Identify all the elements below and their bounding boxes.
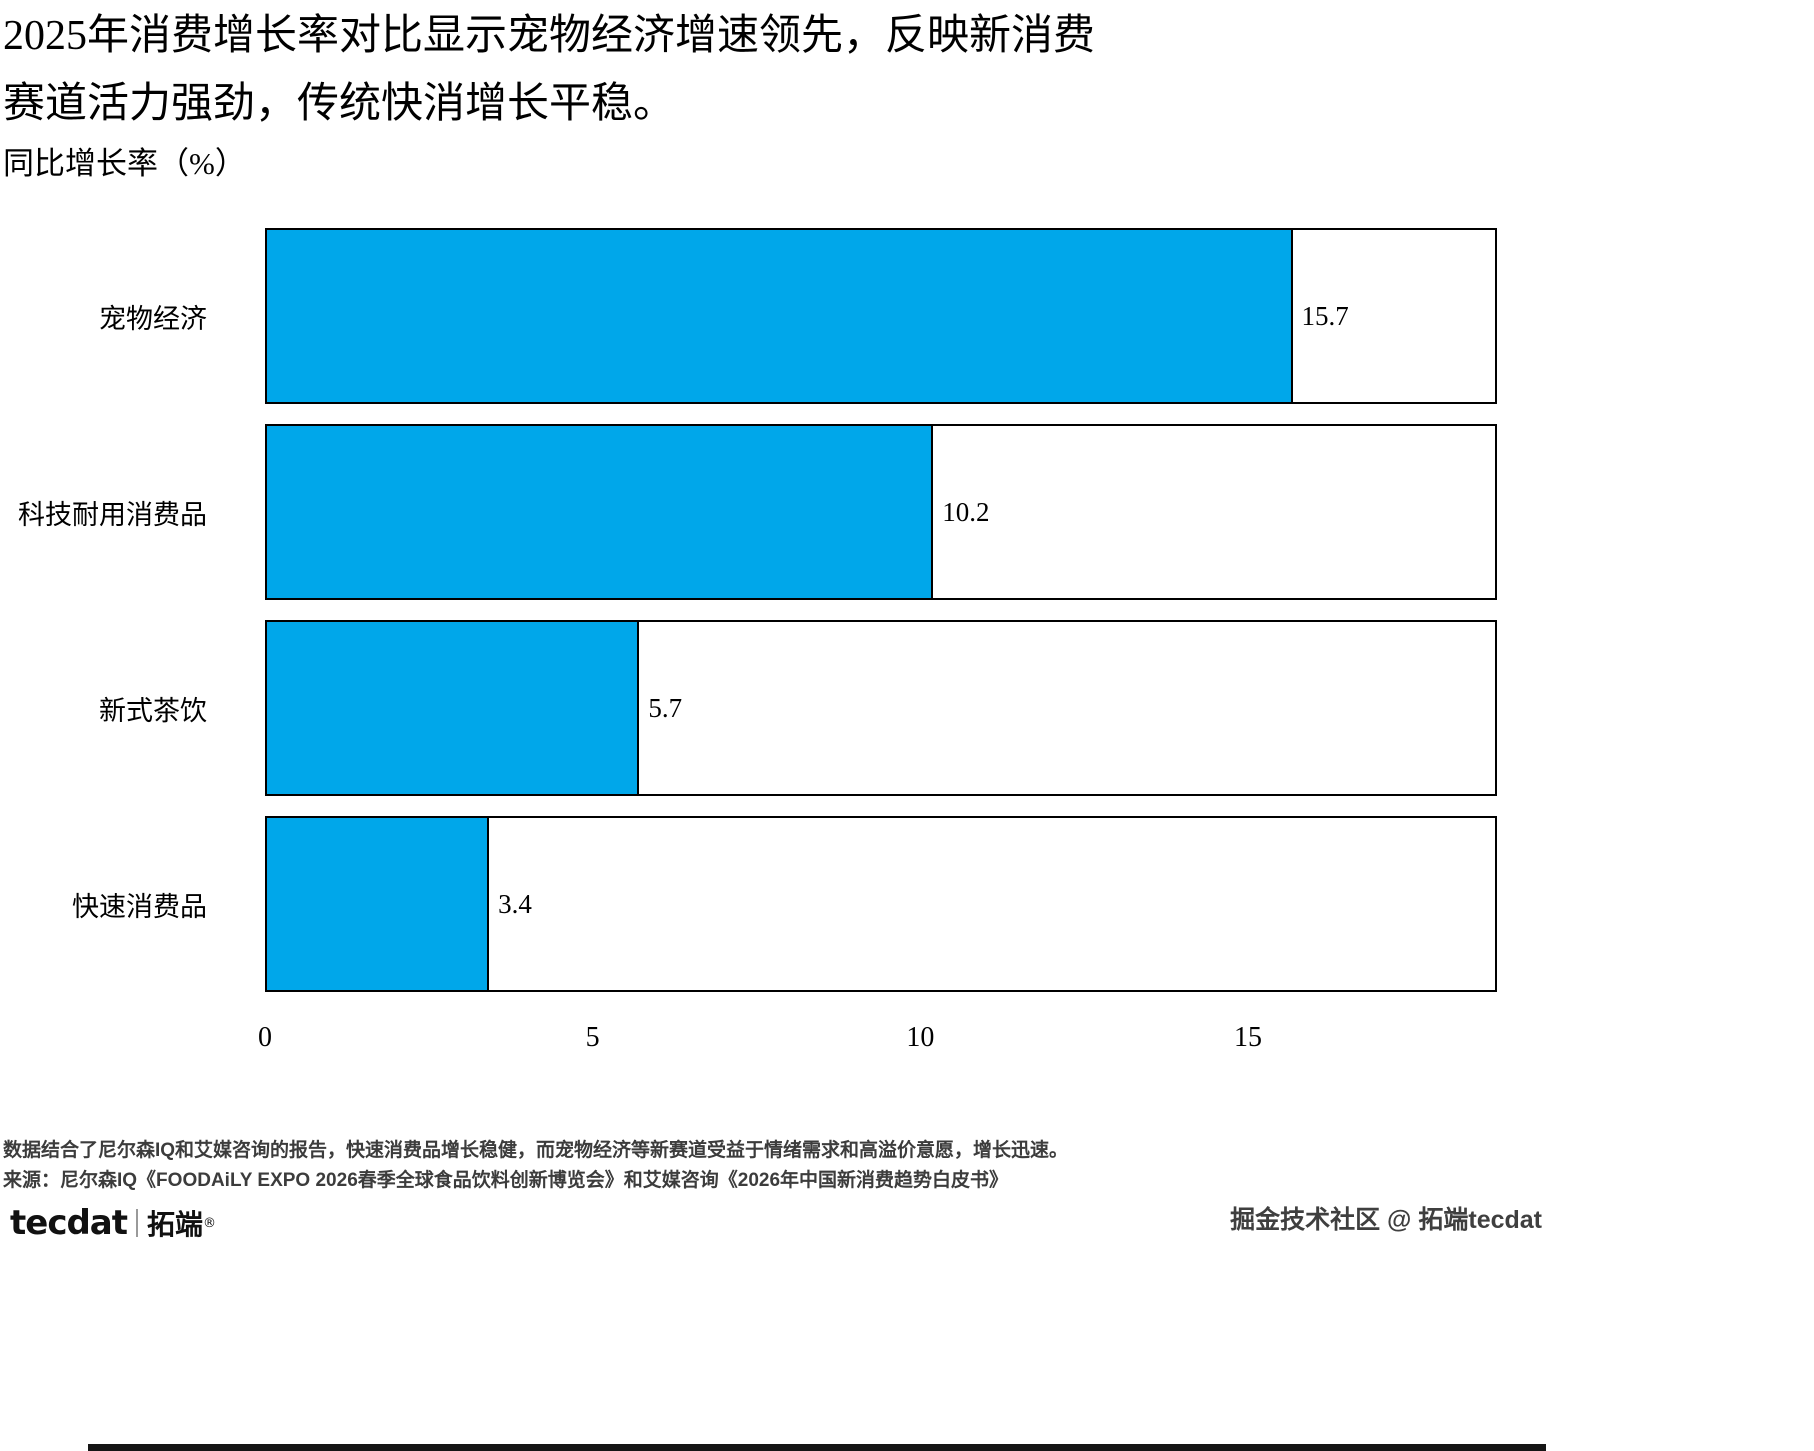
registered-mark-icon: ® bbox=[203, 1215, 217, 1231]
category-label: 快速消费品 bbox=[72, 891, 207, 922]
footnote-1: 数据结合了尼尔森IQ和艾媒咨询的报告，快速消费品增长稳健，而宠物经济等新赛道受益… bbox=[3, 1140, 1069, 1161]
logo-brand-cn: 拓端 bbox=[147, 1208, 204, 1241]
bar-row: 快速消费品 3.4 bbox=[0, 816, 1497, 992]
bar-fill bbox=[267, 230, 1293, 402]
chart-title-line2: 赛道活力强劲，传统快消增长平稳。 bbox=[3, 81, 676, 127]
bar-track: 5.7 bbox=[265, 620, 1497, 796]
bar-track: 3.4 bbox=[265, 816, 1497, 992]
tecdat-logo: tecdat 拓端 ® bbox=[10, 1203, 216, 1243]
value-label: 15.7 bbox=[1301, 300, 1349, 331]
bar-track: 15.7 bbox=[265, 228, 1497, 404]
logo-divider bbox=[136, 1209, 139, 1237]
footnotes: 数据结合了尼尔森IQ和艾媒咨询的报告，快速消费品增长稳健，而宠物经济等新赛道受益… bbox=[3, 1136, 1068, 1196]
bar-fill bbox=[267, 818, 490, 990]
bar-track: 10.2 bbox=[265, 424, 1497, 600]
y-axis-label: 同比增长率（%） bbox=[3, 146, 246, 181]
watermark-right: 掘金技术社区 @ 拓端tecdat bbox=[1230, 1206, 1542, 1234]
category-label: 宠物经济 bbox=[99, 303, 207, 334]
footnote-2: 来源：尼尔森IQ《FOODAiLY EXPO 2026春季全球食品饮料创新博览会… bbox=[3, 1170, 1009, 1191]
bar-row: 科技耐用消费品 10.2 bbox=[0, 424, 1497, 600]
value-label: 3.4 bbox=[498, 888, 532, 919]
bar-fill bbox=[267, 426, 934, 598]
x-tick-label: 0 bbox=[258, 1022, 272, 1053]
x-axis: 0 5 10 15 bbox=[258, 1022, 1497, 1064]
x-tick-label: 15 bbox=[1233, 1022, 1262, 1053]
cut-off-element bbox=[88, 1444, 1546, 1451]
category-label: 科技耐用消费品 bbox=[18, 499, 207, 530]
bar-row: 新式茶饮 5.7 bbox=[0, 620, 1497, 796]
bar-chart: 宠物经济 15.7 科技耐用消费品 10.2 新式茶饮 5.7 快速消费品 bbox=[0, 228, 1497, 992]
x-tick-label: 5 bbox=[585, 1022, 600, 1053]
category-label: 新式茶饮 bbox=[99, 695, 207, 726]
chart-title-line1: 2025年消费增长率对比显示宠物经济增速领先，反映新消费 bbox=[3, 13, 1096, 59]
bar-row: 宠物经济 15.7 bbox=[0, 228, 1497, 404]
bar-fill bbox=[267, 622, 640, 794]
value-label: 5.7 bbox=[648, 692, 683, 723]
value-label: 10.2 bbox=[942, 496, 990, 527]
page-title: 2025年消费增长率对比显示宠物经济增速领先，反映新消费 赛道活力强劲，传统快消… bbox=[3, 2, 1095, 138]
x-tick-label: 10 bbox=[906, 1022, 935, 1053]
logo-text: tecdat bbox=[10, 1203, 128, 1243]
